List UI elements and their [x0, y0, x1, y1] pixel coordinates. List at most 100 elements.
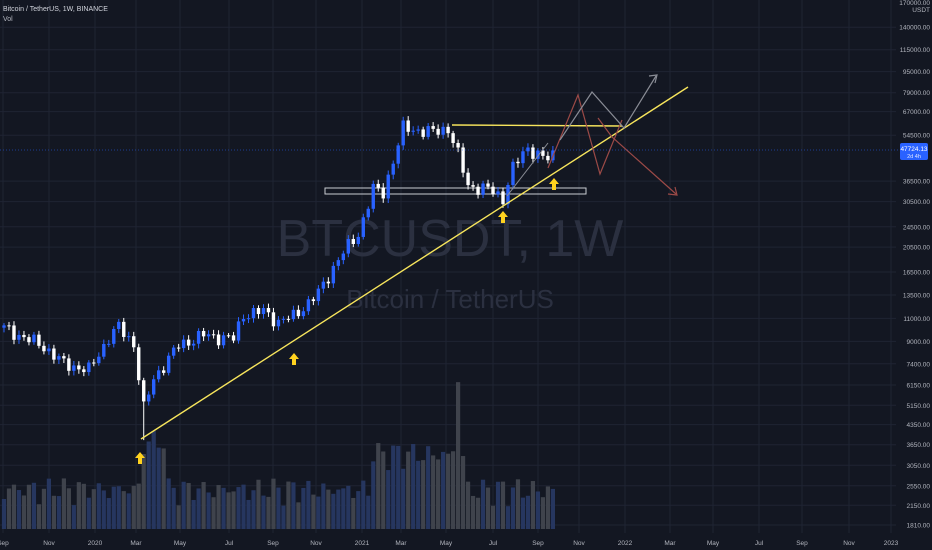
price-tick-label: 13500.00 — [903, 292, 930, 299]
volume-bar — [266, 496, 271, 529]
volume-bar — [351, 497, 356, 529]
volume-bar — [286, 481, 291, 529]
candle-body — [271, 312, 276, 327]
projection-leg — [506, 142, 549, 197]
candle-body — [127, 336, 131, 338]
watermark-ticker: BTCUSDT, 1W — [277, 210, 624, 268]
volume-bar — [510, 487, 516, 529]
symbol-title: Bitcoin / TetherUS, 1W, BINANCE — [3, 6, 108, 13]
candle-body — [12, 325, 16, 340]
candle-body — [166, 355, 171, 373]
volume-bar — [166, 478, 171, 529]
volume-bar — [366, 495, 371, 529]
volume-bar — [421, 460, 426, 529]
candle-body — [366, 208, 370, 218]
price-tick-label: 79000.00 — [903, 90, 930, 97]
volume-bar — [386, 470, 391, 529]
candle-body — [67, 358, 71, 371]
candle-body — [361, 217, 365, 237]
volume-bar — [196, 488, 201, 529]
volume-bar — [485, 487, 491, 529]
candle-body — [331, 265, 336, 284]
volume-bar — [356, 491, 361, 529]
candle-body — [326, 281, 331, 284]
volume-bar — [191, 499, 196, 529]
volume-bar — [26, 484, 32, 529]
volume-bar — [306, 480, 311, 529]
time-axis: Sep Nov 2020 Mar May Jul Sep Nov 2021 Mar May Jul Se… — [0, 540, 899, 547]
support-zone-box — [324, 187, 587, 195]
volume-bar — [86, 497, 91, 529]
candle-body — [371, 183, 375, 209]
volume-bar — [66, 488, 71, 529]
candles — [2, 116, 555, 441]
volume-bar — [346, 485, 351, 529]
volume-bar — [470, 495, 476, 529]
price-tick-label: 7400.00 — [907, 361, 931, 368]
projection-drop — [597, 117, 677, 195]
watermark: BTCUSDT, 1W Bitcoin / TetherUS — [277, 210, 624, 314]
volume-bar — [76, 482, 81, 529]
candle-body — [171, 347, 176, 356]
volume-bar — [525, 495, 531, 529]
volume-bar — [436, 459, 441, 529]
rising-trendline — [140, 86, 689, 440]
candle-body — [117, 321, 121, 330]
candle-body — [481, 183, 485, 195]
price-tick-label: 115000.00 — [900, 47, 931, 54]
resistance-line — [451, 124, 623, 127]
candle-body — [526, 147, 530, 152]
volume-bar — [106, 498, 111, 529]
candle-body — [266, 308, 271, 313]
volume-bar — [426, 446, 431, 529]
volume-bar — [376, 443, 381, 529]
volume-bar — [31, 482, 37, 529]
candle-body — [396, 145, 400, 164]
volume-bar — [460, 456, 466, 529]
candle-body — [122, 321, 126, 337]
time-tick-label: Sep — [532, 540, 544, 547]
candle-body — [381, 187, 385, 199]
candle-body — [181, 339, 186, 349]
volume-bar — [530, 481, 536, 529]
support-arrow-4 — [549, 178, 559, 190]
candle-body — [466, 172, 470, 186]
volume-bar — [116, 486, 121, 529]
candle-body — [156, 370, 161, 380]
time-tick-label: 2023 — [884, 540, 899, 547]
volume-bar — [236, 487, 241, 529]
price-tick-label: 20500.00 — [903, 245, 930, 252]
candle-body — [391, 163, 395, 175]
volume-bar — [341, 488, 346, 529]
projection-breakout — [559, 75, 657, 141]
candle-body — [521, 151, 525, 164]
candle-body — [206, 334, 211, 337]
volume-bar — [216, 485, 221, 529]
volume-bar — [455, 382, 461, 529]
candle-body — [346, 239, 351, 254]
price-currency: USDT — [912, 7, 930, 14]
watermark-name: Bitcoin / TetherUS — [346, 284, 554, 314]
volume-bar — [156, 447, 161, 529]
last-price-badge: 47724.13 2d 4h — [900, 143, 928, 160]
candle-body — [246, 318, 251, 320]
candle-body — [22, 334, 26, 338]
projection-breakout-arrowhead — [648, 74, 658, 84]
candle-body — [281, 318, 286, 320]
candle-body — [72, 365, 76, 371]
candle-body — [496, 191, 500, 195]
time-tick-label: Nov — [573, 540, 585, 547]
volume-bar — [51, 495, 56, 529]
candle-body — [82, 369, 86, 373]
price-tick-label: 95000.00 — [903, 69, 930, 76]
volume-bar — [96, 483, 101, 529]
candle-body — [27, 337, 31, 343]
volume-bar — [111, 486, 116, 529]
time-tick-label: Sep — [0, 540, 9, 547]
projection-drop-arrowhead — [667, 186, 678, 196]
time-tick-label: Mar — [130, 540, 142, 547]
candle-body — [142, 380, 146, 402]
support-arrow-3 — [498, 211, 508, 223]
candle-body — [426, 126, 430, 137]
